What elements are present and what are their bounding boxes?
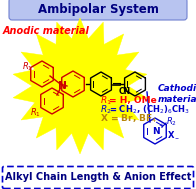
Polygon shape xyxy=(13,18,147,154)
Text: Alkyl Chain Length & Anion Effect: Alkyl Chain Length & Anion Effect xyxy=(5,173,191,183)
Text: $R_2$: $R_2$ xyxy=(100,104,112,116)
Text: +: + xyxy=(158,123,164,129)
Text: Ambipolar System: Ambipolar System xyxy=(38,2,158,15)
Text: X = Br, BF$_4$: X = Br, BF$_4$ xyxy=(100,113,157,125)
Text: Anodic material: Anodic material xyxy=(3,26,90,36)
Text: N: N xyxy=(58,81,66,91)
Text: CN: CN xyxy=(119,88,131,97)
Text: Cathodic
material: Cathodic material xyxy=(158,84,196,104)
Text: = CH$_2$, (CH$_2$)$_6$CH$_3$: = CH$_2$, (CH$_2$)$_6$CH$_3$ xyxy=(109,104,190,116)
Text: $R_1$: $R_1$ xyxy=(30,107,40,119)
Text: $R_1$: $R_1$ xyxy=(100,95,112,107)
Text: N: N xyxy=(152,126,160,136)
Text: = H, OMe: = H, OMe xyxy=(109,97,157,105)
FancyBboxPatch shape xyxy=(9,0,187,20)
Text: X: X xyxy=(168,132,174,140)
Text: $^-$: $^-$ xyxy=(173,136,180,142)
FancyBboxPatch shape xyxy=(3,167,193,188)
Text: $R_1$: $R_1$ xyxy=(22,61,33,73)
Text: $R_2$: $R_2$ xyxy=(166,116,177,128)
